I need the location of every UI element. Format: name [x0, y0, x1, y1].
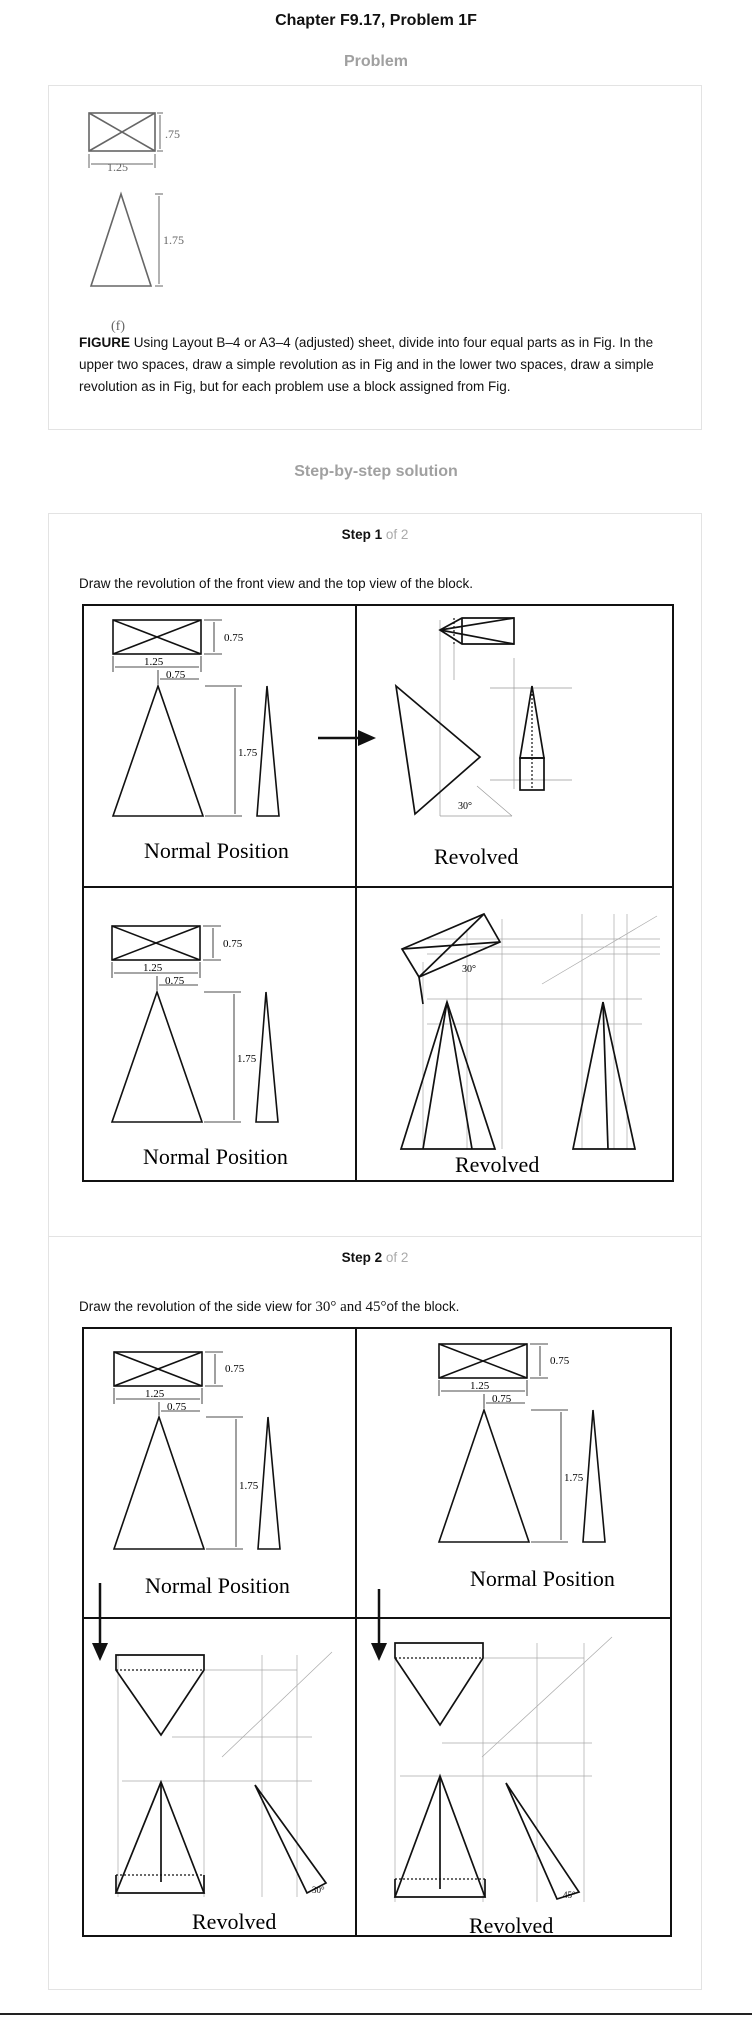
- step2-normal-left: [112, 1351, 281, 1550]
- problem-section-title: Problem: [343, 53, 408, 70]
- s1q1-dim-width: 1.25: [144, 656, 164, 668]
- s1q3-dim-height: 1.75: [237, 1053, 257, 1065]
- step2-revolved-45: [393, 1642, 581, 1901]
- step-1-label: Step 1: [341, 527, 383, 542]
- bottom-rule: [0, 2013, 752, 2015]
- problem-body: Using Layout B–4 or A3–4 (adjusted) shee…: [79, 335, 654, 394]
- s2q2-dim-height: 1.75: [564, 1472, 584, 1484]
- step1-normal-top: [111, 619, 280, 817]
- step-2-figure: 0.75 1.25 0.75 1.75 Normal Position 0.75: [82, 1327, 672, 1938]
- fig-dim-top: .75: [165, 127, 180, 141]
- step-2-text-before: Draw the revolution of the side view for: [79, 1299, 312, 1314]
- problem-card: .75 1.25 1.75 (f) FIGURE Using Layout B–…: [48, 85, 702, 430]
- s2q1-dim-width: 1.25: [145, 1388, 165, 1400]
- s1q3-label: Normal Position: [143, 1144, 288, 1169]
- s2q2-dim-top: 0.75: [550, 1355, 570, 1367]
- fig-caption: (f): [111, 319, 125, 334]
- step1-normal-bottom: [110, 925, 279, 1123]
- s2q1-dim-offset: 0.75: [167, 1401, 187, 1413]
- fig-dim-height: 1.75: [163, 233, 184, 247]
- s1q2-angle: 30°: [458, 801, 472, 812]
- step1-revolved-q2: [394, 617, 546, 816]
- s2q1-dim-top: 0.75: [225, 1363, 245, 1375]
- problem-text: FIGURE Using Layout B–4 or A3–4 (adjuste…: [79, 332, 675, 398]
- step2-arrow-down-right: [371, 1589, 387, 1661]
- step-divider: [49, 1236, 701, 1237]
- step1-arrow-right: [318, 730, 376, 746]
- s1q4-angle: 30°: [462, 964, 476, 975]
- step-2-text: Draw the revolution of the side view for…: [79, 1299, 459, 1316]
- s1q1-dim-offset: 0.75: [166, 669, 186, 681]
- step2-revolved-30: [114, 1654, 328, 1895]
- s1q3-dim-width: 1.25: [143, 962, 163, 974]
- s2q1-dim-height: 1.75: [239, 1480, 259, 1492]
- step-2-math: 30° and 45°: [315, 1299, 387, 1315]
- step-2-text-after: of the block.: [386, 1299, 460, 1314]
- figure-label: FIGURE: [79, 335, 131, 350]
- s2q3-angle: 30°: [312, 1885, 325, 1895]
- step-1-text: Draw the revolution of the front view an…: [79, 576, 473, 591]
- step1-revolved-q4: [399, 912, 637, 1150]
- s1q3-dim-offset: 0.75: [165, 975, 185, 987]
- solution-card: Step 1 of 2 Draw the revolution of the f…: [48, 513, 702, 1990]
- s2q2-dim-offset: 0.75: [492, 1393, 512, 1405]
- step-1-of: of 2: [385, 527, 409, 542]
- s2q2-label: Normal Position: [470, 1566, 615, 1591]
- s1q1-label: Normal Position: [144, 838, 289, 863]
- s2q1-label: Normal Position: [145, 1573, 290, 1598]
- page-title: Chapter F9.17, Problem 1F: [275, 12, 477, 29]
- s2q4-label: Revolved: [469, 1913, 553, 1938]
- s1q2-label: Revolved: [434, 844, 518, 869]
- step-1-header: Step 1 of 2: [49, 527, 701, 542]
- solution-section-title: Step-by-step solution: [294, 463, 458, 480]
- fig-dim-width: 1.25: [107, 160, 128, 174]
- s2q3-label: Revolved: [192, 1909, 276, 1934]
- step-2-header: Step 2 of 2: [49, 1250, 701, 1265]
- s1q1-dim-top: 0.75: [224, 632, 244, 644]
- step-2-label: Step 2: [341, 1250, 383, 1265]
- step-2-of: of 2: [385, 1250, 409, 1265]
- s1q1-dim-height: 1.75: [238, 747, 258, 759]
- step-1-figure: 0.75 1.25 0.75 1.75 Normal Position: [82, 604, 674, 1182]
- step2-normal-right: [437, 1343, 606, 1543]
- s1q3-dim-top: 0.75: [223, 938, 243, 950]
- step2-arrow-down-left: [92, 1583, 108, 1661]
- s2q4-angle: 45°: [563, 1890, 576, 1900]
- s2q2-dim-width: 1.25: [470, 1380, 490, 1392]
- s1q4-label: Revolved: [455, 1152, 539, 1177]
- problem-figure: .75 1.25 1.75 (f): [88, 112, 184, 334]
